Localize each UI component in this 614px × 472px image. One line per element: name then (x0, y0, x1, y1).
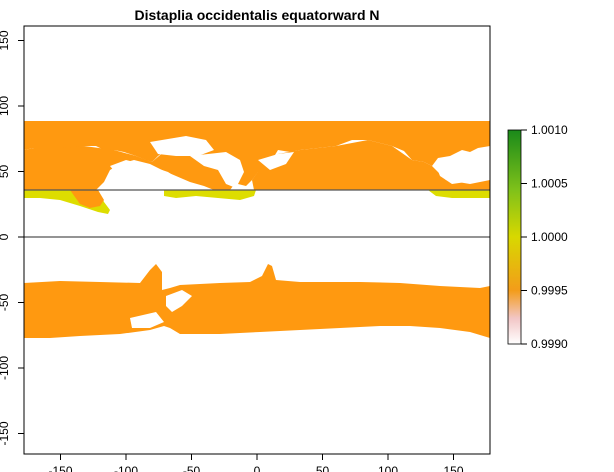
asia-eastern-part (252, 140, 490, 190)
south-water-patch-1 (166, 290, 192, 312)
north-water-patch-5 (436, 160, 486, 184)
yellow-middle (164, 190, 256, 200)
y-tick-label: 100 (0, 96, 11, 116)
north-water-patch-2 (190, 152, 244, 188)
x-tick-label: 50 (316, 464, 330, 472)
x-tick-label: 100 (378, 464, 398, 472)
y-tick-label: -100 (0, 356, 11, 380)
yellow-east (428, 190, 490, 198)
chart-title: Distaplia occidentalis equatorward N (134, 7, 379, 23)
y-tick-label: -50 (0, 294, 11, 312)
x-tick-label: -50 (183, 464, 201, 472)
south-water-patch-2 (130, 312, 164, 328)
y-tick-label: 50 (0, 165, 11, 179)
y-axis: -150 -100 -50 0 50 100 150 (0, 30, 24, 446)
northern-land-band (24, 121, 490, 186)
x-tick-label: -150 (48, 464, 72, 472)
colorbar-tick-label: 0.9995 (531, 284, 568, 298)
colorbar-tick-label: 1.0000 (531, 230, 568, 244)
y-tick-label: 150 (0, 30, 11, 50)
north-water-patch-3 (258, 152, 294, 170)
x-axis: -150 -100 -50 0 50 100 150 (48, 454, 464, 472)
y-tick-label: -150 (0, 421, 11, 445)
map-raster (24, 121, 490, 338)
north-water-patch-4 (110, 160, 180, 186)
x-tick-label: -100 (114, 464, 138, 472)
x-tick-label: 0 (254, 464, 261, 472)
colorbar-ticks: 0.9990 0.9995 1.0000 1.0005 1.0010 (521, 123, 568, 351)
orange-southwest-lobe (70, 190, 104, 208)
plot-frame (23, 25, 491, 455)
colorbar-tick-label: 0.9990 (531, 337, 568, 351)
colorbar-tick-label: 1.0010 (531, 123, 568, 137)
north-continents (24, 146, 240, 190)
x-tick-label: 150 (443, 464, 463, 472)
colorbar (507, 129, 522, 345)
southern-land-band (24, 264, 490, 338)
colorbar-tick-label: 1.0005 (531, 177, 568, 191)
north-water-patch-1 (150, 136, 214, 156)
y-tick-label: 0 (0, 233, 11, 240)
